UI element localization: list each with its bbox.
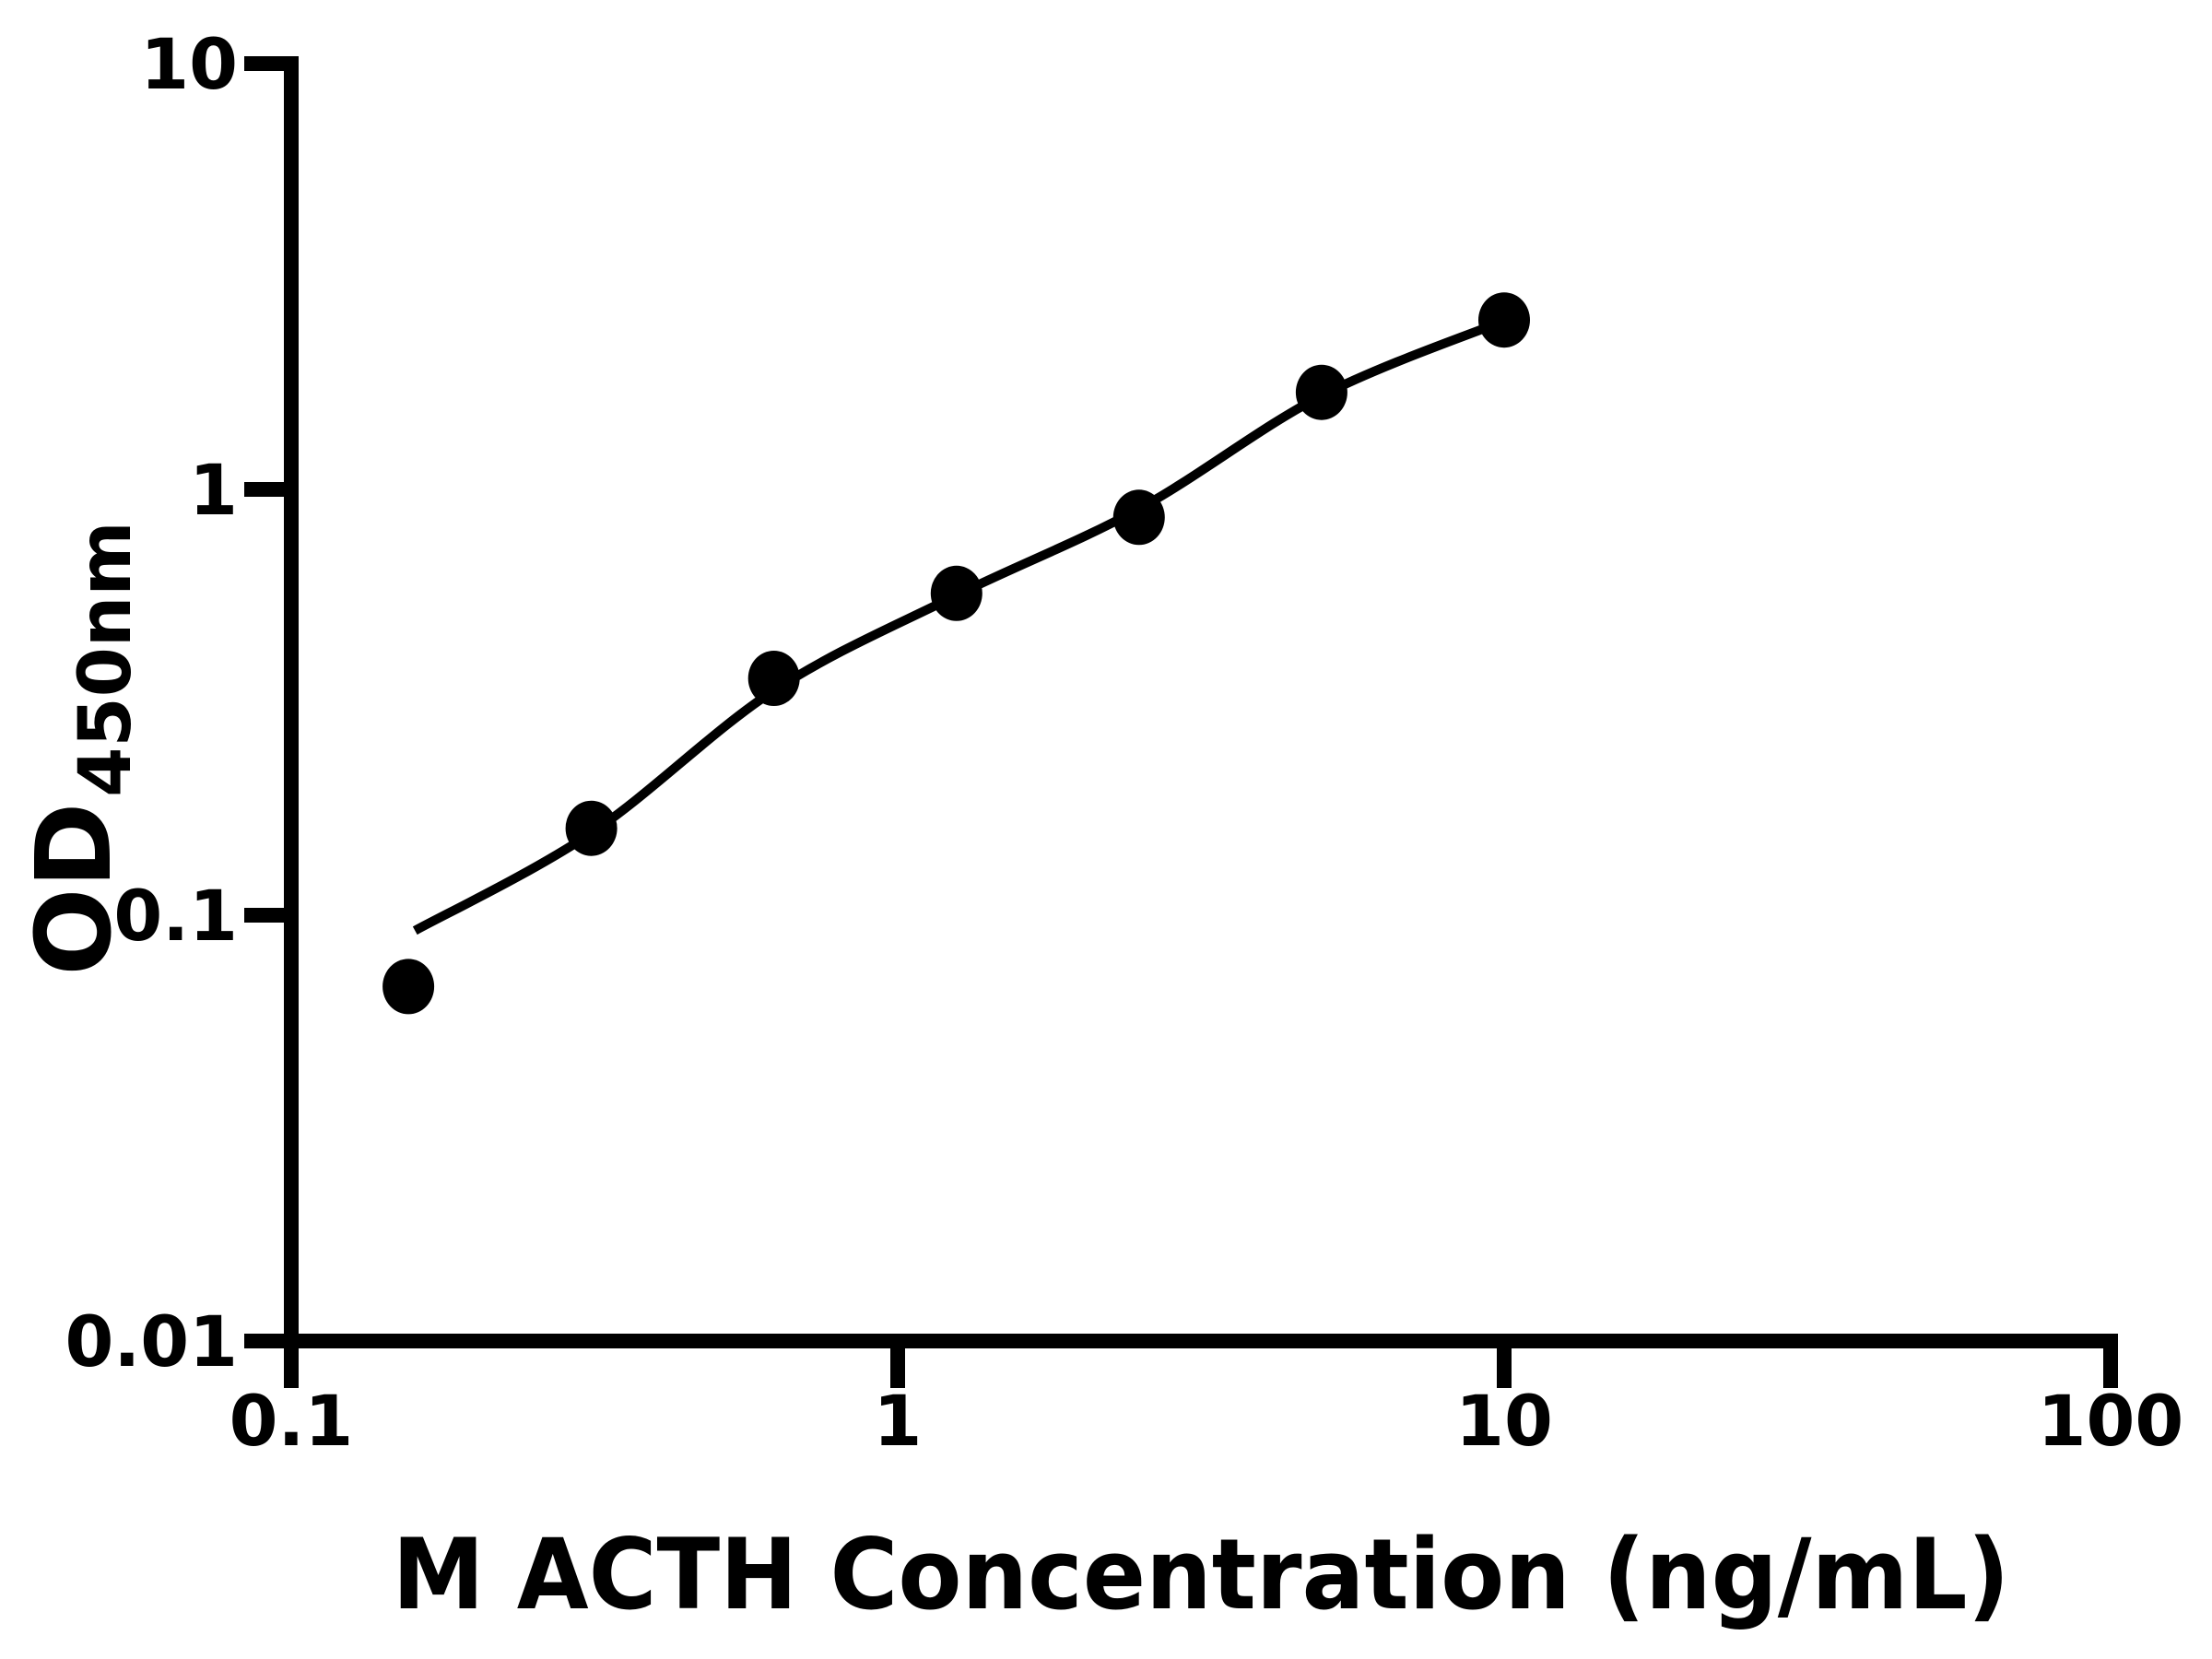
data-point-3	[930, 565, 982, 621]
y-axis-title-main: OD	[15, 803, 135, 976]
x-tick-label-10: 10	[1455, 1380, 1553, 1462]
y-tick-label-0.01: 0.01	[65, 1300, 238, 1382]
data-points	[382, 292, 1530, 1015]
x-tick-label-100: 100	[2038, 1380, 2184, 1462]
x-tick-label-1: 1	[874, 1380, 923, 1462]
x-tick-label-0.1: 0.1	[229, 1380, 354, 1462]
data-point-6	[1478, 292, 1530, 348]
data-point-5	[1295, 364, 1347, 420]
axes	[284, 56, 2118, 1348]
y-axis-title: OD 450nm	[15, 521, 147, 975]
data-point-4	[1112, 489, 1165, 546]
y-tick-label-10: 10	[140, 23, 238, 105]
y-tick-label-1: 1	[189, 449, 238, 531]
x-axis-title: M ACTH Concentration (ng/mL)	[393, 1518, 2010, 1631]
y-tick-label-0.1: 0.1	[113, 875, 238, 957]
data-point-2	[747, 651, 800, 706]
axis-ticks	[244, 56, 2118, 1388]
y-axis-title-subscript: 450nm	[65, 521, 147, 797]
axis-lines	[284, 56, 2118, 1348]
data-point-0	[382, 959, 435, 1015]
data-point-1	[565, 800, 618, 856]
